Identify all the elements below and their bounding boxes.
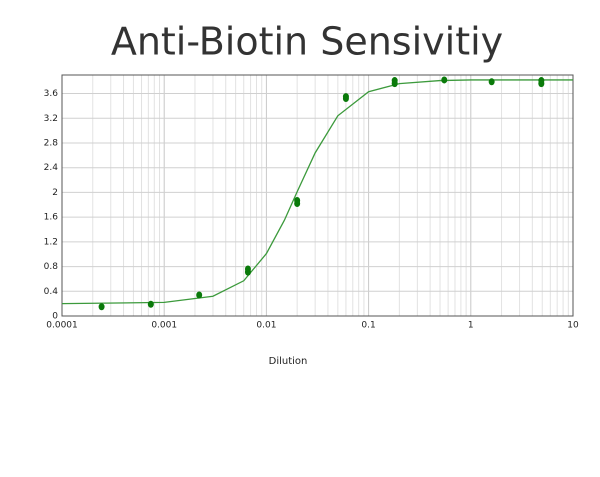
data-point	[147, 300, 154, 308]
y-tick-label: 3.6	[44, 89, 59, 99]
x-tick-label: 10	[567, 321, 579, 331]
plot-frame	[61, 74, 574, 317]
y-tick-label: 0.4	[44, 287, 59, 297]
data-point	[196, 291, 203, 299]
x-axis-label: Dilution	[269, 356, 308, 367]
x-tick-label: 1	[468, 321, 474, 331]
y-tick-label: 3.2	[44, 114, 58, 124]
y-tick-label: 0	[52, 312, 58, 322]
y-tick-label: 1.2	[44, 237, 58, 247]
x-tick-label: 0.1	[361, 321, 375, 331]
data-point	[342, 94, 349, 102]
y-tick-label: 2	[52, 188, 58, 198]
data-point	[294, 200, 301, 208]
x-tick-label: 0.001	[151, 321, 177, 331]
y-tick-label: 0.8	[44, 262, 59, 272]
data-point	[538, 80, 545, 88]
data-point	[98, 303, 105, 311]
data-point	[488, 78, 495, 86]
x-tick-label: 0.0001	[46, 321, 78, 331]
fit-curve	[61, 79, 573, 305]
y-tick-label: 2.4	[44, 163, 59, 173]
chart-title: Anti-Biotin Sensivitiy	[111, 20, 503, 64]
y-tick-label: 1.6	[44, 213, 59, 223]
x-tick-label: 0.01	[256, 321, 276, 331]
data-point	[441, 76, 448, 84]
data-point	[391, 80, 398, 88]
y-tick-label: 2.8	[44, 138, 59, 148]
data-point	[244, 268, 251, 276]
